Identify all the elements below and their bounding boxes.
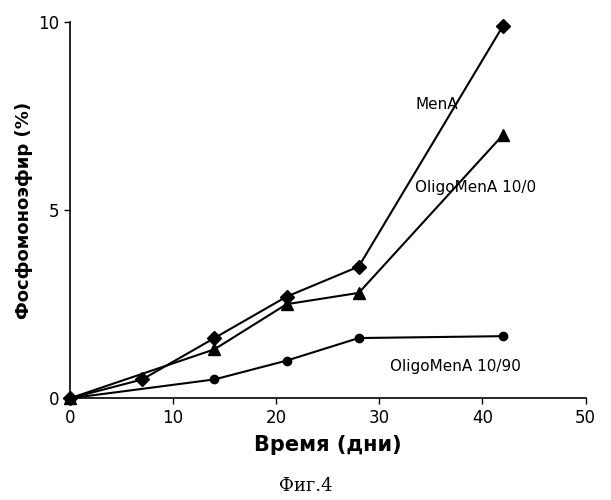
- Y-axis label: Фосфомоноэфир (%): Фосфомоноэфир (%): [15, 102, 33, 318]
- X-axis label: Время (дни): Время (дни): [254, 435, 401, 455]
- Text: OligoMenA 10/90: OligoMenA 10/90: [390, 359, 521, 374]
- Text: MenA: MenA: [415, 98, 458, 112]
- Text: Фиг.4: Фиг.4: [279, 477, 332, 495]
- Text: OligoMenA 10/0: OligoMenA 10/0: [415, 180, 536, 195]
